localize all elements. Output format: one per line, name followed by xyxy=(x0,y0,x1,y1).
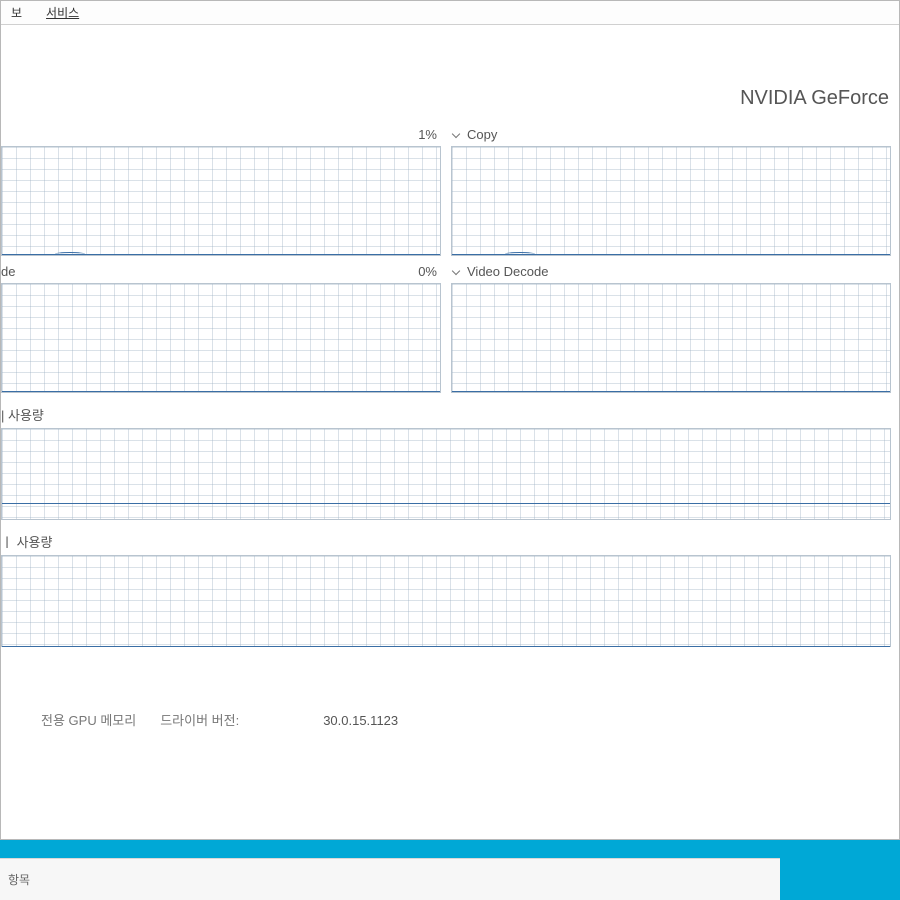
chart-grid-v xyxy=(452,147,890,255)
chart-grid-h xyxy=(2,556,890,646)
gpu-video-decode-label: Video Decode xyxy=(467,264,548,279)
gpu-row-1: 1% Copy xyxy=(1,125,891,256)
menu-item-bo[interactable]: 보 xyxy=(5,2,28,23)
chart-grid-h xyxy=(2,429,890,519)
gpu-chart-copy-header[interactable]: Copy xyxy=(451,125,891,146)
chevron-down-icon[interactable] xyxy=(451,130,461,140)
gpu-3d-chart[interactable] xyxy=(1,146,441,256)
gpu-video-decode-chart[interactable] xyxy=(451,283,891,393)
gpu-chart-3d-col: 1% xyxy=(1,125,441,256)
gpu-dedicated-mem-line xyxy=(2,503,890,504)
task-manager-window: 보 서비스 NVIDIA GeForce 1% Copy xyxy=(0,0,900,840)
gpu-copy-line xyxy=(452,254,890,255)
gpu-chart-video-decode-header[interactable]: Video Decode xyxy=(451,262,891,283)
gpu-3d-pct: 1% xyxy=(418,127,437,142)
gpu-encode-line xyxy=(2,391,440,392)
gpu-row-3: | 사용량 xyxy=(1,399,891,520)
chart-grid-v xyxy=(2,284,440,392)
gpu-video-decode-line xyxy=(452,391,890,392)
chart-grid-h xyxy=(452,147,890,255)
gpu-charts-area: 1% Copy xyxy=(1,125,891,689)
gpu-chart-3d-header[interactable]: 1% xyxy=(1,125,441,146)
bottom-panel: 항목 xyxy=(0,858,780,900)
gpu-row-2: de 0% Video Decode xyxy=(1,262,891,393)
gpu-copy-chart[interactable] xyxy=(451,146,891,256)
gpu-encode-chart[interactable] xyxy=(1,283,441,393)
gpu-encode-label-partial: de xyxy=(1,264,15,279)
gpu-chart-encode-col: de 0% xyxy=(1,262,441,393)
gpu-encode-pct: 0% xyxy=(418,264,437,279)
gpu-shared-mem-chart[interactable] xyxy=(1,555,891,647)
chart-grid-h xyxy=(452,284,890,392)
gpu-footer-info: 전용 GPU 메모리 드라이버 버전: 30.0.15.1123 xyxy=(41,710,398,729)
gpu-chart-video-decode-col: Video Decode xyxy=(451,262,891,393)
bottom-panel-label: 항목 xyxy=(8,871,30,888)
menu-item-services[interactable]: 서비스 xyxy=(40,2,85,23)
chevron-down-icon[interactable] xyxy=(451,267,461,277)
gpu-dedicated-mem-text: 전용 GPU 메모리 xyxy=(41,710,136,729)
chart-grid-v xyxy=(452,284,890,392)
gpu-dedicated-mem-chart[interactable] xyxy=(1,428,891,520)
chart-grid-v xyxy=(2,556,890,646)
gpu-driver-version-value: 30.0.15.1123 xyxy=(323,713,398,728)
gpu-copy-label: Copy xyxy=(467,127,497,142)
chart-grid-h xyxy=(2,147,440,255)
gpu-dedicated-mem-label: | 사용량 xyxy=(1,399,891,428)
gpu-name-label: NVIDIA GeForce xyxy=(740,87,889,110)
gpu-chart-encode-header[interactable]: de 0% xyxy=(1,262,441,283)
menubar: 보 서비스 xyxy=(1,1,899,25)
gpu-driver-version-label: 드라이버 버전: xyxy=(160,710,239,729)
gpu-shared-mem-label: ㅣ 사용량 xyxy=(1,526,891,555)
gpu-3d-line xyxy=(2,254,440,255)
gpu-shared-mem-line xyxy=(2,646,890,647)
chart-grid-v xyxy=(2,429,890,519)
gpu-row-4: ㅣ 사용량 xyxy=(1,526,891,647)
chart-grid-h xyxy=(2,284,440,392)
chart-grid-v xyxy=(2,147,440,255)
gpu-chart-copy-col: Copy xyxy=(451,125,891,256)
